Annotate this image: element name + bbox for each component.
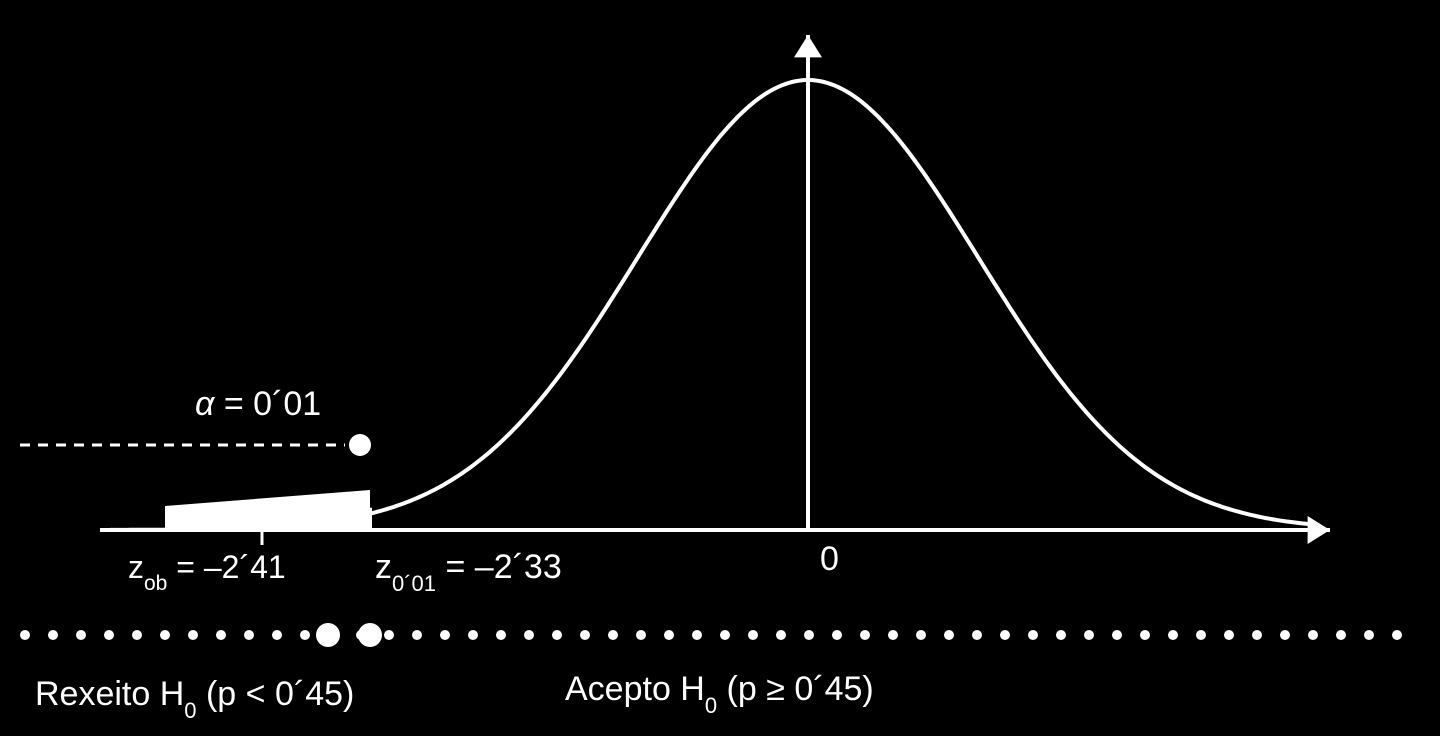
separator-dot — [1112, 630, 1122, 640]
separator-dot — [916, 630, 926, 640]
separator-dot — [748, 630, 758, 640]
separator-dot — [384, 630, 394, 640]
separator-dot — [524, 630, 534, 640]
separator-dot — [1056, 630, 1066, 640]
separator-dot — [1308, 630, 1318, 640]
separator-dot — [1084, 630, 1094, 640]
alpha-leader-dot-icon — [349, 434, 371, 456]
separator-dot — [216, 630, 226, 640]
separator-dot — [1196, 630, 1206, 640]
separator-dot — [300, 630, 310, 640]
separator-dot — [104, 630, 114, 640]
separator-dot — [860, 630, 870, 640]
separator-dot — [1168, 630, 1178, 640]
separator-dot — [132, 630, 142, 640]
separator-dot — [1224, 630, 1234, 640]
separator-dot — [776, 630, 786, 640]
separator-dot — [608, 630, 618, 640]
separator-dot — [160, 630, 170, 640]
separator-dot — [468, 630, 478, 640]
separator-dot — [1028, 630, 1038, 640]
alpha-label: α = 0´01 — [195, 385, 321, 423]
separator-dot — [944, 630, 954, 640]
separator-dot — [440, 630, 450, 640]
separator-dot — [720, 630, 730, 640]
separator-dot — [580, 630, 590, 640]
separator-dot — [636, 630, 646, 640]
separator-dot — [496, 630, 506, 640]
separator-dot — [48, 630, 58, 640]
separator-dot — [1140, 630, 1150, 640]
separator-dot — [412, 630, 422, 640]
separator-marker-dot-icon — [316, 623, 340, 647]
separator-dot — [1364, 630, 1374, 640]
separator-dot — [972, 630, 982, 640]
separator-dot — [1392, 630, 1402, 640]
separator-dot — [832, 630, 842, 640]
separator-dot — [1252, 630, 1262, 640]
background — [0, 0, 1440, 736]
separator-dot — [804, 630, 814, 640]
separator-dot — [552, 630, 562, 640]
separator-marker-dot-icon — [358, 623, 382, 647]
separator-dot — [664, 630, 674, 640]
zero-label: 0 — [820, 540, 839, 578]
separator-dot — [1280, 630, 1290, 640]
separator-dot — [188, 630, 198, 640]
separator-dot — [692, 630, 702, 640]
separator-dot — [1336, 630, 1346, 640]
separator-dot — [888, 630, 898, 640]
separator-dot — [1000, 630, 1010, 640]
separator-dot — [244, 630, 254, 640]
separator-dot — [20, 630, 30, 640]
separator-dot — [76, 630, 86, 640]
separator-dot — [272, 630, 282, 640]
